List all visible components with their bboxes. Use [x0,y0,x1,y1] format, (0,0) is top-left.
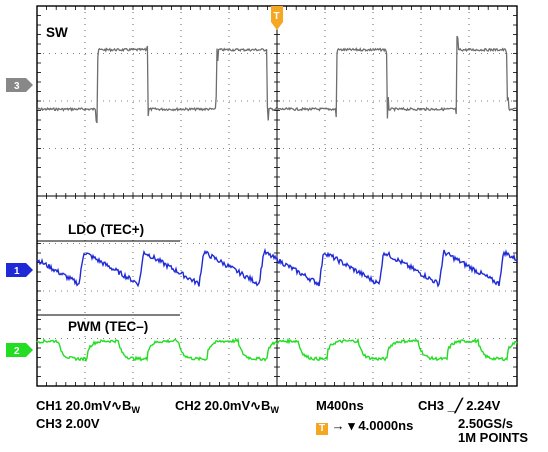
svg-text:1: 1 [14,266,20,277]
trigger-position-marker: T [316,423,328,435]
ch1-marker: 1 [6,263,33,277]
graticule [36,5,518,387]
record-length: 1M POINTS [458,430,529,445]
ldo-trace [36,247,518,288]
pwm-trace [36,337,518,363]
trace-labels: SW LDO (TEC+) PWM (TEC–) [37,25,180,334]
channel-markers: 3 1 2 T [6,6,283,357]
ch1-setting: CH1 20.0mV∿BW [36,398,140,415]
ch3-setting: CH3 2.00V [36,416,100,431]
svg-text:T: T [274,11,280,22]
scope-settings-readout: CH1 20.0mV∿BW CH2 20.0mV∿BW M400ns CH3 _… [0,392,548,452]
waveform-traces [36,35,518,363]
sw-label: SW [46,25,68,40]
sw-trace [36,35,517,124]
ch3-marker: 3 [6,78,33,92]
trigger-position: T → ▾ 4.0000ns [316,418,413,435]
oscilloscope-screen: SW LDO (TEC+) PWM (TEC–) 3 1 2 T [6,5,518,387]
trigger-setting: CH3 _╱ 2.24V [418,398,501,413]
sample-rate: 2.50GS/s [458,416,513,431]
ch2-marker: 2 [6,343,33,357]
trigger-marker: T [271,6,283,30]
ldo-label: LDO (TEC+) [68,222,144,237]
svg-text:3: 3 [14,81,20,92]
pwm-label: PWM (TEC–) [68,319,148,334]
ch2-setting: CH2 20.0mV∿BW [175,398,279,415]
svg-text:2: 2 [14,346,20,357]
timebase-setting: M400ns [316,398,364,413]
